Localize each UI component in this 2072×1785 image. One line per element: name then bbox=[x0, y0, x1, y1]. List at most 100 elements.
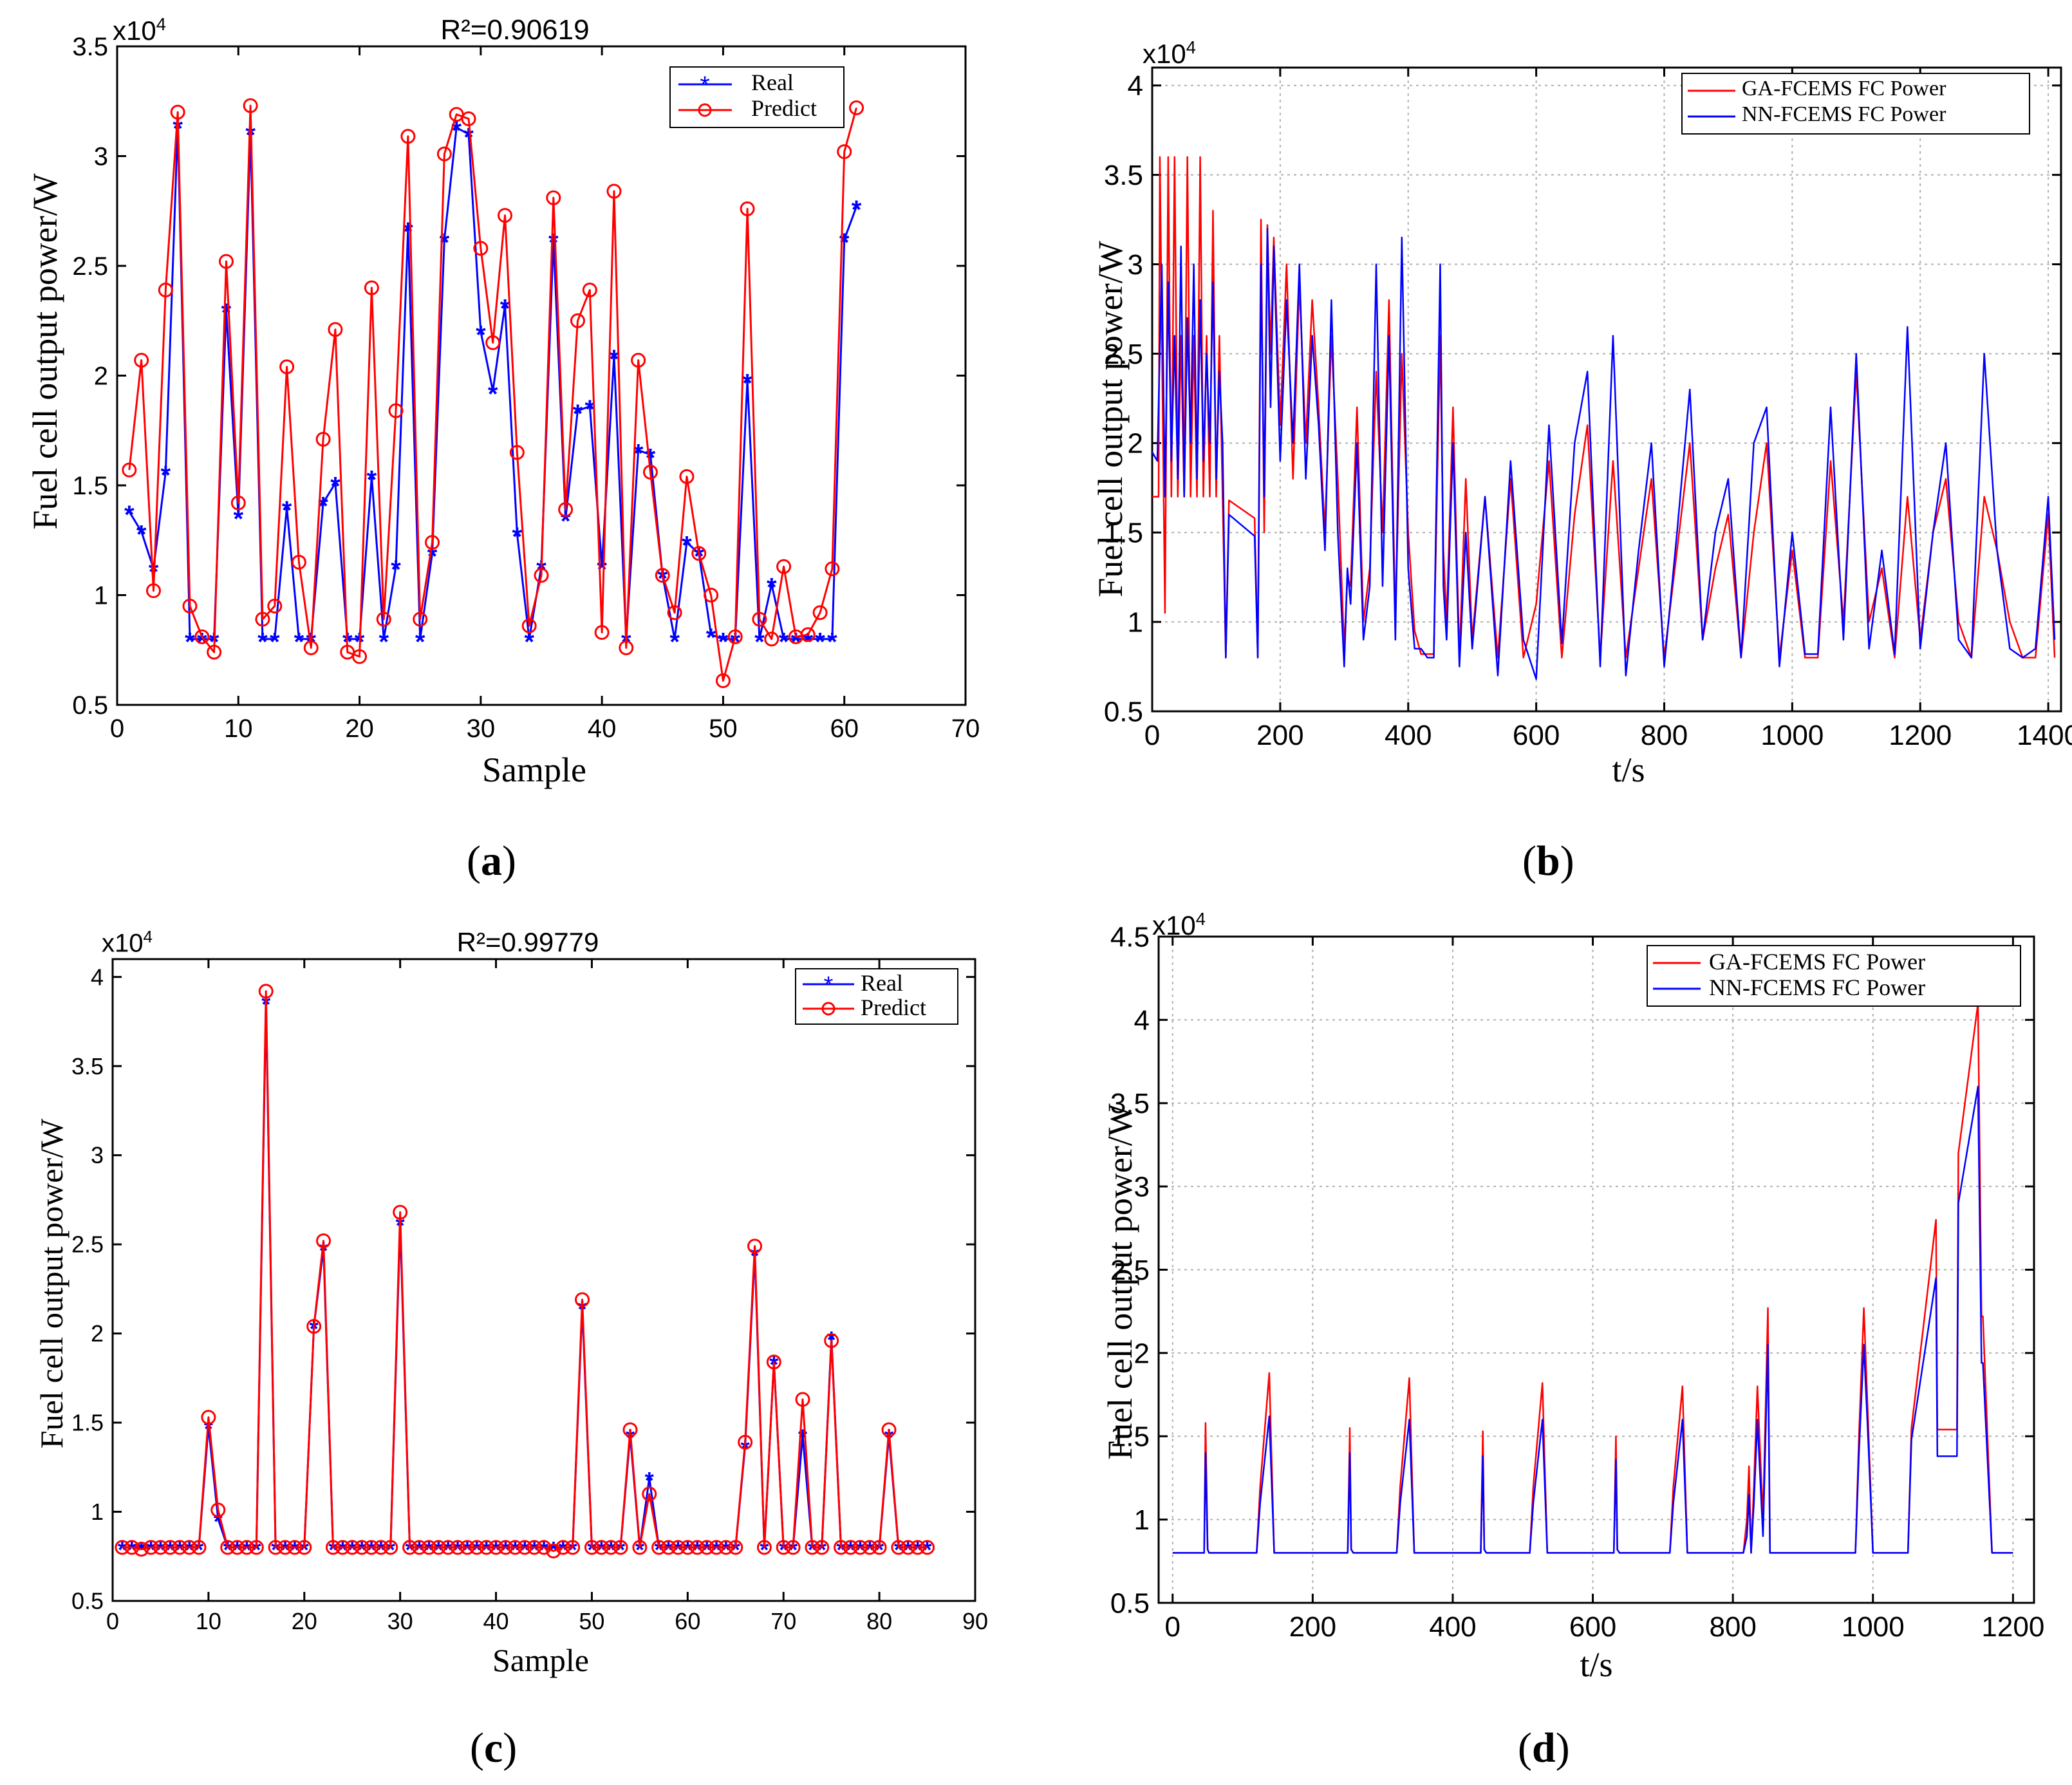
data-point-predict bbox=[670, 1540, 686, 1555]
legend: * Real Predict bbox=[795, 968, 958, 1025]
y-scale-label: x104 bbox=[1143, 37, 1196, 69]
data-point-predict bbox=[603, 1540, 619, 1555]
data-point-real: * bbox=[330, 472, 341, 501]
data-point-real: * bbox=[271, 1537, 280, 1563]
data-point-predict bbox=[834, 1540, 849, 1555]
data-point-real: * bbox=[913, 1537, 922, 1563]
data-point-real: * bbox=[406, 1537, 415, 1563]
data-point-predict bbox=[335, 1540, 350, 1555]
data-point-real: * bbox=[377, 1537, 386, 1563]
data-point-predict bbox=[182, 599, 198, 614]
data-point-real: * bbox=[702, 1537, 711, 1563]
data-point-predict bbox=[498, 1540, 513, 1555]
data-point-real: * bbox=[718, 628, 729, 657]
data-point-predict bbox=[431, 1540, 446, 1555]
data-point-predict bbox=[507, 1540, 523, 1555]
data-point-predict bbox=[718, 1540, 734, 1555]
data-point-real: * bbox=[294, 628, 304, 657]
y-tick-label: 3 bbox=[1128, 249, 1143, 281]
y-tick-label: 3 bbox=[91, 1142, 104, 1168]
data-point-predict bbox=[194, 629, 210, 644]
data-point-real: * bbox=[846, 1537, 855, 1563]
x-tick-label: 10 bbox=[224, 715, 253, 743]
data-point-real: * bbox=[633, 439, 644, 467]
data-point-real: * bbox=[233, 505, 243, 534]
data-point-real: * bbox=[175, 1537, 184, 1563]
data-point-real: * bbox=[300, 1537, 309, 1563]
data-point-predict bbox=[691, 546, 707, 561]
x-tick-label: 600 bbox=[1513, 720, 1560, 751]
data-point-predict bbox=[812, 605, 828, 621]
data-point-predict bbox=[460, 1540, 475, 1555]
data-point-real: * bbox=[760, 1537, 769, 1563]
data-point-predict bbox=[536, 1540, 552, 1555]
x-tick-label: 600 bbox=[1569, 1611, 1616, 1643]
legend: GA-FCEMS FC Power NN-FCEMS FC Power bbox=[1681, 73, 2030, 135]
x-tick-label: 0 bbox=[106, 1608, 119, 1634]
data-point-predict bbox=[291, 554, 306, 570]
data-point-real: * bbox=[156, 1537, 165, 1563]
data-point-real: * bbox=[808, 1537, 817, 1563]
legend: * Real Predict bbox=[669, 66, 845, 128]
data-point-real: * bbox=[197, 628, 207, 657]
data-point-real: * bbox=[147, 1537, 156, 1563]
data-point-real: * bbox=[731, 1537, 740, 1563]
x-tick-label: 0 bbox=[110, 715, 124, 743]
data-point-predict bbox=[881, 1422, 897, 1437]
data-point-real: * bbox=[136, 521, 147, 549]
x-tick-label: 30 bbox=[387, 1608, 413, 1634]
data-point-real: * bbox=[606, 1537, 615, 1563]
svg-text:*: * bbox=[824, 972, 834, 999]
data-point-predict bbox=[383, 1540, 398, 1555]
data-point-real: * bbox=[434, 1537, 443, 1563]
chart-plot: 0 200 400 600 800 1000 1200 1400 0.5 1 1.5 2 2.5 3 3.5… bbox=[1104, 66, 2072, 751]
data-point-predict bbox=[910, 1540, 926, 1555]
data-point-real: * bbox=[587, 1537, 596, 1563]
data-point-predict bbox=[364, 1540, 379, 1555]
data-point-predict bbox=[517, 1540, 532, 1555]
data-point-predict bbox=[805, 1540, 820, 1555]
data-point-predict bbox=[255, 612, 270, 627]
data-point-predict bbox=[661, 1540, 677, 1555]
data-point-predict bbox=[248, 1540, 264, 1555]
data-point-predict bbox=[776, 559, 792, 574]
data-point-real: * bbox=[357, 1537, 366, 1563]
data-point-real: * bbox=[548, 229, 559, 257]
legend-label-nn: NN-FCEMS FC Power bbox=[1742, 102, 1946, 126]
y-tick-label: 0.5 bbox=[71, 1588, 104, 1614]
legend-label-nn: NN-FCEMS FC Power bbox=[1709, 975, 1926, 1000]
data-point-predict bbox=[575, 1292, 590, 1307]
data-point-predict bbox=[182, 1540, 197, 1555]
data-point-predict bbox=[473, 241, 489, 256]
data-point-predict bbox=[776, 1540, 791, 1555]
data-point-predict bbox=[315, 431, 331, 447]
data-point-real: * bbox=[530, 1537, 539, 1563]
data-point-predict bbox=[162, 1540, 178, 1555]
y-tick-label: 0.5 bbox=[1110, 1587, 1150, 1619]
data-point-predict bbox=[489, 1540, 504, 1555]
data-point-real: * bbox=[520, 1537, 529, 1563]
data-point-predict bbox=[411, 1540, 427, 1555]
caption-d: (d) bbox=[1518, 1724, 1570, 1771]
legend-label-ga: GA-FCEMS FC Power bbox=[1742, 77, 1946, 100]
data-point-predict bbox=[134, 1542, 149, 1557]
y-tick-label: 1 bbox=[1128, 607, 1143, 639]
data-point-real: * bbox=[476, 321, 486, 349]
chart-plot: 0 10 20 30 40 50 60 70 80 900.511.522.533.54* * * * *… bbox=[71, 958, 988, 1634]
data-point-real: * bbox=[124, 501, 135, 529]
chart-plot: 0 200 400 600 800 1000 1200 0.5 1 1.5 2 2.5 3 3.5 4 4.5 bbox=[1110, 921, 2044, 1643]
data-point-predict bbox=[728, 1540, 743, 1555]
data-point-real: * bbox=[463, 1537, 472, 1563]
data-point-predict bbox=[279, 359, 295, 375]
data-point-real: * bbox=[779, 628, 789, 657]
data-point-real: * bbox=[512, 523, 523, 551]
legend-ga-swatch bbox=[1688, 89, 1735, 92]
data-point-real: * bbox=[185, 1537, 194, 1563]
data-point-real: * bbox=[453, 1537, 462, 1563]
data-point-predict bbox=[680, 1540, 695, 1555]
data-point-predict bbox=[521, 618, 537, 633]
data-point-real: * bbox=[386, 1537, 395, 1563]
x-tick-label: 20 bbox=[345, 715, 374, 743]
x-axis-label: Sample bbox=[492, 1642, 589, 1678]
y-tick-label: 3 bbox=[1134, 1172, 1150, 1203]
